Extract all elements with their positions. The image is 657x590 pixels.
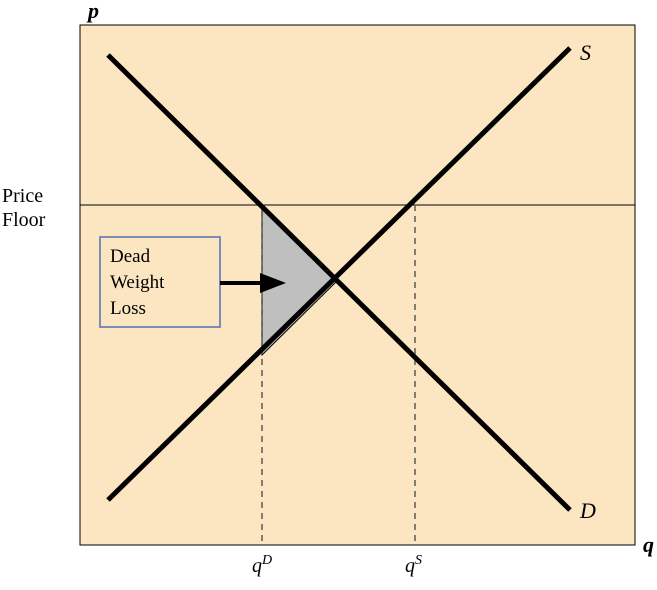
supply-label: S bbox=[580, 40, 591, 65]
diagram-svg: Dead Weight Loss p q S D Price Floor qD … bbox=[0, 0, 657, 590]
price-floor-label-line2: Floor bbox=[2, 209, 46, 231]
qd-tick-label: qD bbox=[252, 553, 272, 577]
dwl-label-line2: Weight bbox=[110, 272, 165, 293]
qs-sup: S bbox=[415, 553, 422, 568]
dwl-label-line3: Loss bbox=[110, 298, 146, 319]
demand-label: D bbox=[579, 498, 596, 523]
price-floor-diagram: Dead Weight Loss p q S D Price Floor qD … bbox=[0, 0, 657, 590]
price-floor-label-line1: Price bbox=[2, 185, 43, 207]
qs-base: q bbox=[405, 555, 415, 577]
dwl-label-line1: Dead bbox=[110, 246, 151, 267]
x-axis-label: q bbox=[643, 532, 654, 557]
y-axis-label: p bbox=[86, 0, 99, 23]
qs-tick-label: qS bbox=[405, 553, 422, 577]
qd-base: q bbox=[252, 555, 262, 577]
qd-sup: D bbox=[261, 553, 272, 568]
